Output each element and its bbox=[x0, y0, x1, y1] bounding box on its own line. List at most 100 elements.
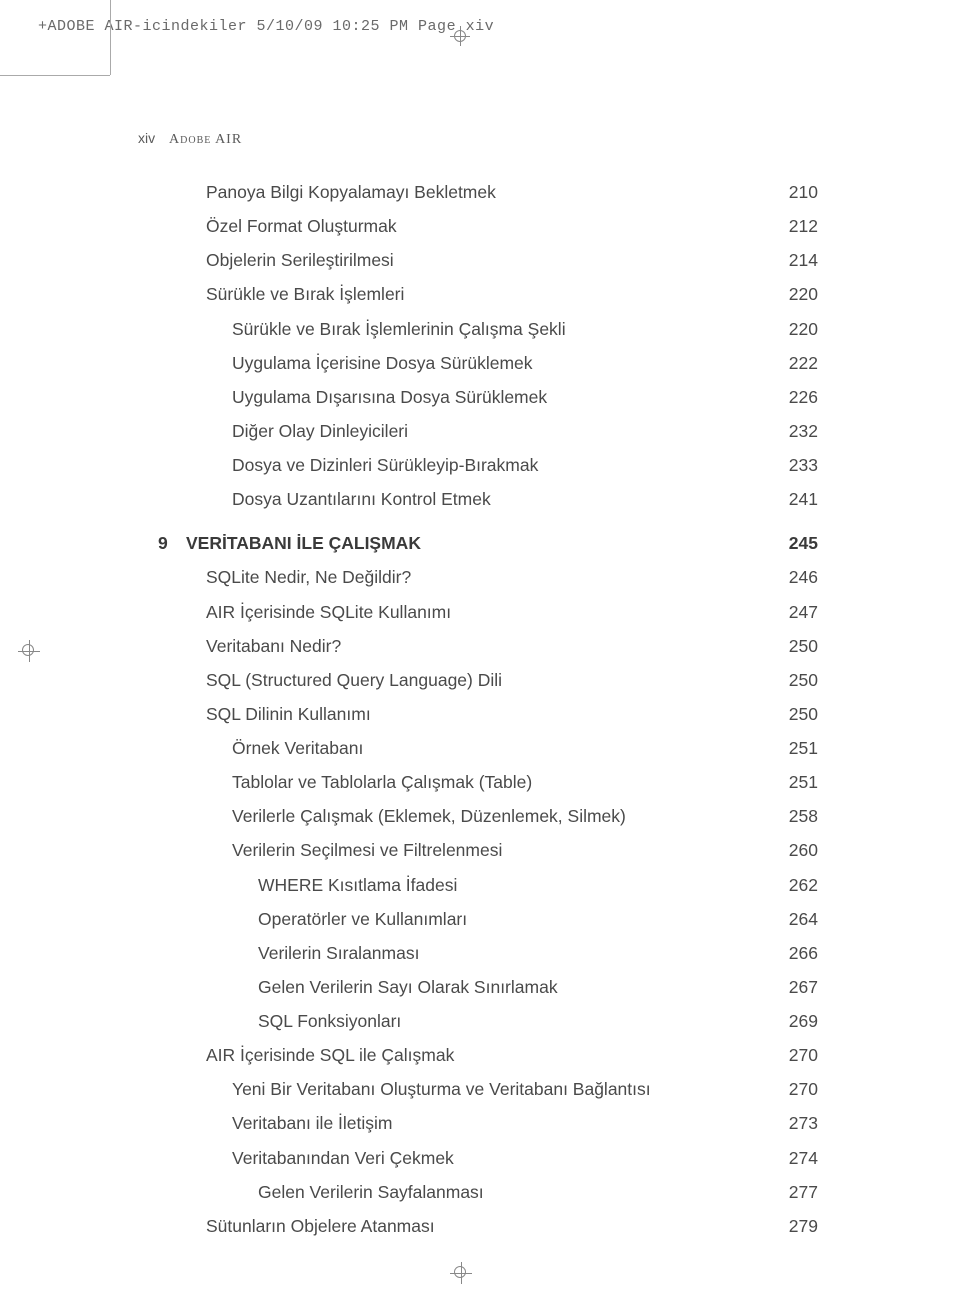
toc-page: 246 bbox=[778, 560, 818, 594]
toc-label: Veritabanından Veri Çekmek bbox=[138, 1141, 758, 1175]
toc-row: Gelen Verilerin Sayı Olarak Sınırlamak 26… bbox=[138, 970, 818, 1004]
toc-page: 226 bbox=[778, 380, 818, 414]
toc-row: Objelerin Serileştirilmesi 214 bbox=[138, 243, 818, 277]
toc-label: Veritabanı Nedir? bbox=[138, 629, 758, 663]
toc-page: 264 bbox=[778, 902, 818, 936]
toc-row: Özel Format Oluşturmak 212 bbox=[138, 209, 818, 243]
toc-label: AIR İçerisinde SQLite Kullanımı bbox=[138, 595, 758, 629]
toc-page: 274 bbox=[778, 1141, 818, 1175]
chapter-title: VERİTABANI İLE ÇALIŞMAK bbox=[186, 533, 421, 553]
chapter-page: 245 bbox=[778, 526, 818, 560]
toc-row: Verilerle Çalışmak (Eklemek, Düzenlemek,… bbox=[138, 799, 818, 833]
toc-page: 250 bbox=[778, 663, 818, 697]
toc-page: 267 bbox=[778, 970, 818, 1004]
toc-label: SQL Fonksiyonları bbox=[138, 1004, 758, 1038]
toc-page: 269 bbox=[778, 1004, 818, 1038]
book-title: Adobe AIR bbox=[169, 132, 242, 147]
toc-row: AIR İçerisinde SQLite Kullanımı 247 bbox=[138, 595, 818, 629]
toc-page: 241 bbox=[778, 482, 818, 516]
registration-mark-left-icon bbox=[18, 640, 40, 662]
toc-page: 279 bbox=[778, 1209, 818, 1243]
toc-row: Verilerin Sıralanması 266 bbox=[138, 936, 818, 970]
toc-row: Uygulama Dışarısına Dosya Sürüklemek 226 bbox=[138, 380, 818, 414]
toc-page: 250 bbox=[778, 697, 818, 731]
toc-label: SQLite Nedir, Ne Değildir? bbox=[138, 560, 758, 594]
toc-label: Sütunların Objelere Atanması bbox=[138, 1209, 758, 1243]
toc-label: Diğer Olay Dinleyicileri bbox=[138, 414, 758, 448]
toc-row: AIR İçerisinde SQL ile Çalışmak 270 bbox=[138, 1038, 818, 1072]
toc-label: Dosya Uzantılarını Kontrol Etmek bbox=[138, 482, 758, 516]
toc-label: Panoya Bilgi Kopyalamayı Bekletmek bbox=[138, 175, 758, 209]
toc-page: 260 bbox=[778, 833, 818, 867]
toc-label: Örnek Veritabanı bbox=[138, 731, 758, 765]
toc-page: 214 bbox=[778, 243, 818, 277]
toc-page: 277 bbox=[778, 1175, 818, 1209]
toc-page: 251 bbox=[778, 731, 818, 765]
toc-label: Verilerle Çalışmak (Eklemek, Düzenlemek,… bbox=[138, 799, 758, 833]
toc-row: Yeni Bir Veritabanı Oluşturma ve Veritab… bbox=[138, 1072, 818, 1106]
toc-label: Veritabanı ile İletişim bbox=[138, 1106, 758, 1140]
toc-page: 266 bbox=[778, 936, 818, 970]
toc-page: 247 bbox=[778, 595, 818, 629]
toc-page: 270 bbox=[778, 1072, 818, 1106]
toc-label: Uygulama Dışarısına Dosya Sürüklemek bbox=[138, 380, 758, 414]
toc-label: Verilerin Sıralanması bbox=[138, 936, 758, 970]
toc-label: SQL Dilinin Kullanımı bbox=[138, 697, 758, 731]
toc-label: Gelen Verilerin Sayfalanması bbox=[138, 1175, 758, 1209]
registration-mark-top-icon bbox=[450, 26, 470, 46]
toc-row: WHERE Kısıtlama İfadesi262 bbox=[138, 868, 818, 902]
toc-page: 251 bbox=[778, 765, 818, 799]
toc-label: Objelerin Serileştirilmesi bbox=[138, 243, 758, 277]
toc-page: 212 bbox=[778, 209, 818, 243]
toc-row: SQL Dilinin Kullanımı 250 bbox=[138, 697, 818, 731]
toc-row: Örnek Veritabanı 251 bbox=[138, 731, 818, 765]
toc-label: Sürükle ve Bırak İşlemlerinin Çalışma Şe… bbox=[138, 312, 758, 346]
toc-row: SQL (Structured Query Language) Dili 250 bbox=[138, 663, 818, 697]
toc-row: Sürükle ve Bırak İşlemleri 220 bbox=[138, 277, 818, 311]
toc-label: Tablolar ve Tablolarla Çalışmak (Table) bbox=[138, 765, 758, 799]
toc-label: Operatörler ve Kullanımları bbox=[138, 902, 758, 936]
toc-page: 232 bbox=[778, 414, 818, 448]
toc-label: Gelen Verilerin Sayı Olarak Sınırlamak bbox=[138, 970, 758, 1004]
chapter-number: 9 bbox=[138, 526, 186, 560]
toc-page: 220 bbox=[778, 277, 818, 311]
toc-page: 250 bbox=[778, 629, 818, 663]
toc-page: 233 bbox=[778, 448, 818, 482]
toc-row: Dosya Uzantılarını Kontrol Etmek 241 bbox=[138, 482, 818, 516]
toc-row: Veritabanından Veri Çekmek 274 bbox=[138, 1141, 818, 1175]
toc-label: Yeni Bir Veritabanı Oluşturma ve Veritab… bbox=[138, 1072, 758, 1106]
toc-page: 270 bbox=[778, 1038, 818, 1072]
toc-label: Verilerin Seçilmesi ve Filtrelenmesi bbox=[138, 833, 758, 867]
toc-chapter-row: 9VERİTABANI İLE ÇALIŞMAK 245 bbox=[138, 526, 818, 560]
toc-label: Sürükle ve Bırak İşlemleri bbox=[138, 277, 758, 311]
toc-row: Sürükle ve Bırak İşlemlerinin Çalışma Şe… bbox=[138, 312, 818, 346]
toc-page: 273 bbox=[778, 1106, 818, 1140]
toc-row: Gelen Verilerin Sayfalanması 277 bbox=[138, 1175, 818, 1209]
running-header: xiv Adobe AIR bbox=[138, 130, 242, 148]
toc-row: SQLite Nedir, Ne Değildir? 246 bbox=[138, 560, 818, 594]
toc-page: 258 bbox=[778, 799, 818, 833]
toc-row: Tablolar ve Tablolarla Çalışmak (Table) 2… bbox=[138, 765, 818, 799]
toc-row: Panoya Bilgi Kopyalamayı Bekletmek210 bbox=[138, 175, 818, 209]
crop-line-horizontal bbox=[0, 75, 110, 76]
toc-row: SQL Fonksiyonları 269 bbox=[138, 1004, 818, 1038]
toc-label: AIR İçerisinde SQL ile Çalışmak bbox=[138, 1038, 758, 1072]
toc-label: Özel Format Oluşturmak bbox=[138, 209, 758, 243]
toc-row: Uygulama İçerisine Dosya Sürüklemek222 bbox=[138, 346, 818, 380]
toc-row: Veritabanı Nedir? 250 bbox=[138, 629, 818, 663]
toc-row: Operatörler ve Kullanımları 264 bbox=[138, 902, 818, 936]
toc-row: Sütunların Objelere Atanması 279 bbox=[138, 1209, 818, 1243]
crop-line-vertical bbox=[110, 0, 111, 75]
toc-content: Panoya Bilgi Kopyalamayı Bekletmek210Öze… bbox=[138, 175, 818, 1243]
toc-page: 262 bbox=[778, 868, 818, 902]
toc-label: SQL (Structured Query Language) Dili bbox=[138, 663, 758, 697]
registration-mark-bottom-icon bbox=[450, 1262, 472, 1284]
toc-page: 220 bbox=[778, 312, 818, 346]
toc-row: Dosya ve Dizinleri Sürükleyip-Bırakmak 23… bbox=[138, 448, 818, 482]
toc-row: Verilerin Seçilmesi ve Filtrelenmesi 260 bbox=[138, 833, 818, 867]
toc-label: Dosya ve Dizinleri Sürükleyip-Bırakmak bbox=[138, 448, 758, 482]
toc-page: 222 bbox=[778, 346, 818, 380]
page-number: xiv bbox=[138, 130, 155, 146]
toc-row: Diğer Olay Dinleyicileri 232 bbox=[138, 414, 818, 448]
crop-mark-header: +ADOBE AIR-icindekiler 5/10/09 10:25 PM … bbox=[38, 18, 494, 35]
